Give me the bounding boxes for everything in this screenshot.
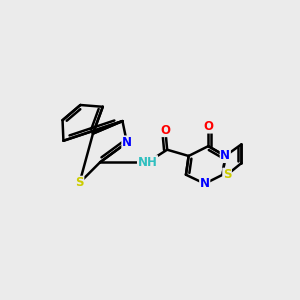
Text: N: N bbox=[220, 149, 230, 163]
Text: S: S bbox=[75, 176, 84, 189]
Text: O: O bbox=[160, 124, 170, 136]
Text: S: S bbox=[223, 168, 231, 181]
Text: N: N bbox=[200, 177, 210, 190]
Text: O: O bbox=[203, 120, 213, 133]
Text: NH: NH bbox=[138, 156, 158, 169]
Text: N: N bbox=[122, 136, 132, 149]
